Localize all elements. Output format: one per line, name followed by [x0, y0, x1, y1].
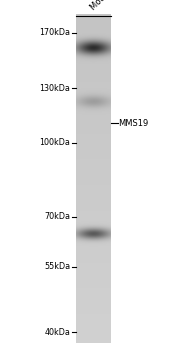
Text: Mouse thymus: Mouse thymus: [89, 0, 139, 12]
Text: 40kDa: 40kDa: [44, 328, 70, 337]
Text: 70kDa: 70kDa: [44, 212, 70, 221]
Text: 100kDa: 100kDa: [39, 138, 70, 147]
Text: 55kDa: 55kDa: [44, 262, 70, 271]
Text: 170kDa: 170kDa: [39, 28, 70, 37]
Text: MMS19: MMS19: [119, 119, 149, 128]
Text: 130kDa: 130kDa: [39, 84, 70, 93]
